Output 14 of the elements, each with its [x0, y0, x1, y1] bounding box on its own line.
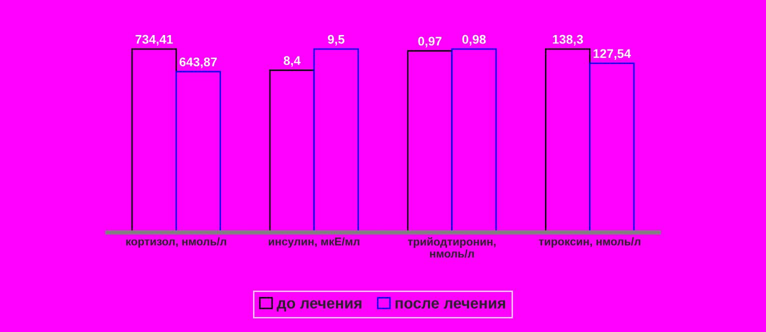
- x-tick-label: кортизол, нмоль/л: [126, 237, 226, 248]
- data-label: 0,97: [418, 36, 442, 48]
- x-tick-label: инсулин, мкЕ/мл: [268, 237, 360, 248]
- x-tick-label: трийодтиронин, нмоль/л: [408, 237, 496, 258]
- data-label: 643,87: [180, 58, 217, 68]
- data-label: 8,4: [284, 56, 301, 67]
- x-tick-label: тироксин, нмоль/л: [538, 237, 640, 248]
- data-label: 127,54: [594, 49, 631, 60]
- data-label: 0,98: [462, 34, 486, 46]
- data-label: 138,3: [552, 34, 583, 46]
- legend-label: до лечения: [276, 300, 362, 312]
- data-label: 9,5: [328, 34, 344, 46]
- legend-label: после лечения: [396, 300, 506, 309]
- data-label: 734,41: [136, 34, 173, 46]
